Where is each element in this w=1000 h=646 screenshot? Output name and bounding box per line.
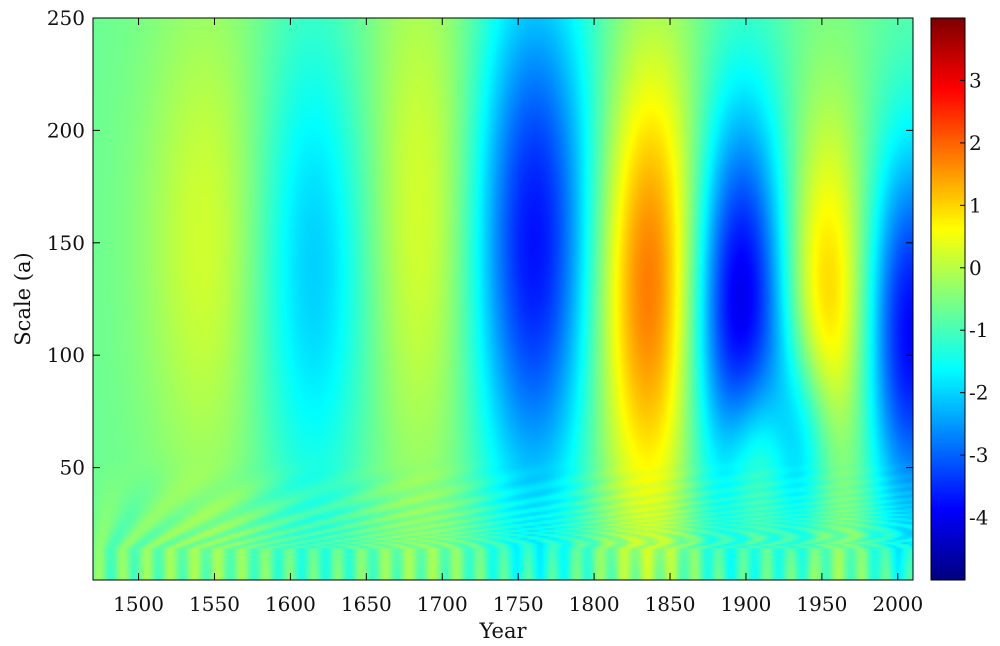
colorbar-tick-label: 1 [969, 193, 982, 217]
x-tick-label: 1550 [189, 592, 240, 616]
colorbar-tick-label: -3 [969, 443, 988, 467]
colorbar-tick-label: -1 [969, 318, 988, 342]
x-tick-label: 2000 [872, 592, 923, 616]
x-tick-label: 1750 [493, 592, 544, 616]
y-tick-label: 50 [60, 456, 85, 480]
colorbar-frame [930, 17, 966, 581]
x-tick-label: 1600 [265, 592, 316, 616]
colorbar-tick-label: 2 [969, 131, 982, 155]
colorbar-tick-label: -2 [969, 381, 988, 405]
colorbar-ticks: 3 2 1 0 -1 -2 -3 -4 [960, 68, 988, 530]
plot-frame [92, 17, 914, 581]
colorbar-tick-label: 0 [969, 256, 982, 280]
heatmap-image [93, 18, 913, 580]
x-tick-label: 1900 [721, 592, 772, 616]
plot-area [92, 17, 914, 581]
x-tick-label: 1500 [113, 592, 164, 616]
x-axis: 1500 1550 1600 1650 1700 1750 1800 1850 1900 1950… [113, 18, 923, 616]
colorbar-gradient [931, 18, 965, 580]
x-tick-label: 1700 [417, 592, 468, 616]
y-tick-label: 150 [47, 231, 85, 255]
colorbar-tick-label: 3 [969, 68, 982, 92]
colorbar: 3 2 1 0 -1 -2 -3 -4 [930, 17, 988, 581]
y-tick-label: 200 [47, 118, 85, 142]
x-tick-label: 1950 [796, 592, 847, 616]
x-tick-label: 1800 [569, 592, 620, 616]
y-tick-label: 250 [47, 6, 85, 30]
y-tick-label: 100 [47, 343, 85, 367]
x-tick-label: 1650 [341, 592, 392, 616]
y-axis-label: Scale (a) [11, 252, 35, 345]
y-axis: 50 100 150 200 250 [47, 6, 913, 480]
x-tick-label: 1850 [645, 592, 696, 616]
x-axis-label: Year [478, 619, 527, 643]
colorbar-tick-label: -4 [969, 506, 988, 530]
